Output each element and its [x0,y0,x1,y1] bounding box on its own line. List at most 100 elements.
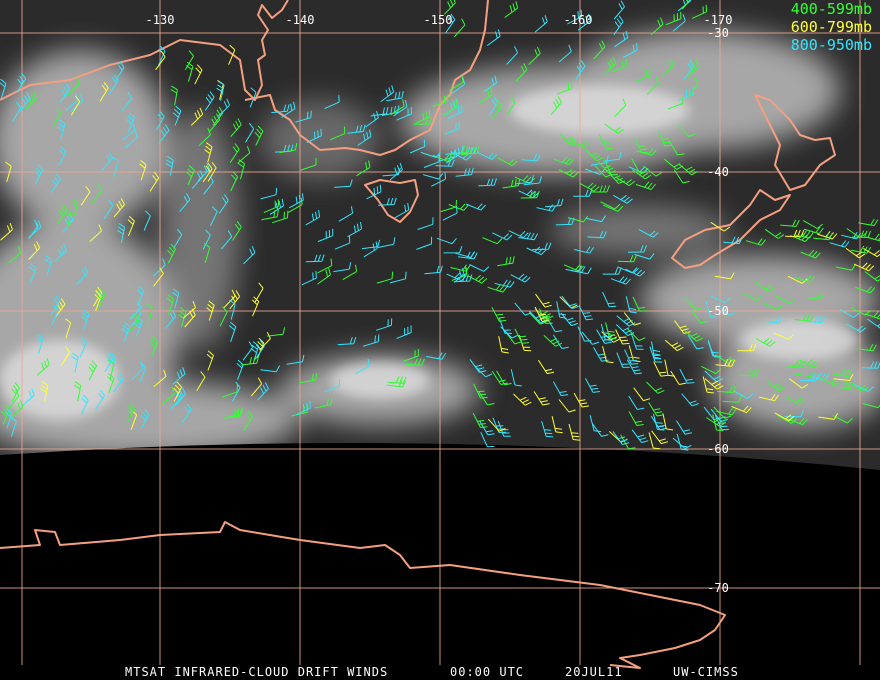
footer-time: 00:00 UTC [450,665,524,679]
wind-barb [228,44,236,65]
wind-barb [737,344,757,352]
wind-barb [646,381,665,394]
wind-barb [652,413,665,431]
wind-barb [229,290,241,310]
wind-barb [598,161,616,174]
wind-barb [855,286,876,294]
wind-barb [206,300,215,321]
wind-barb [167,243,177,264]
wind-barb [181,403,192,424]
wind-barb [766,380,786,392]
wind-barb [818,413,839,420]
wind-barb [651,341,662,360]
wind-barb [24,91,37,111]
wind-barb [415,109,431,124]
wind-barb [445,13,456,34]
legend-entry: 400-599mb [791,0,872,18]
wind-barb [497,157,518,167]
wind-barb [36,358,50,376]
wind-barb [660,59,674,77]
latitude-label: -50 [707,304,729,318]
wind-barb [99,81,109,102]
wind-barb [853,384,874,392]
wind-barb [497,256,515,267]
wind-barb [76,266,89,285]
wind-barb [605,322,617,340]
wind-barb [587,231,607,239]
wind-barb [622,43,638,58]
wind-barb [305,254,325,263]
wind-barb [126,402,136,423]
wind-barb [44,255,53,276]
wind-barb [446,272,467,282]
wind-barb [28,241,41,260]
wind-barb [858,218,879,227]
antarctica-coast [0,521,726,669]
wind-barb [28,220,42,238]
wind-barb [624,349,639,365]
wind-barb [324,379,341,393]
wind-barb [299,372,318,384]
wind-barb [615,324,635,336]
wind-barb [131,361,144,381]
wind-barb [104,352,114,373]
longitude-labels: -130 -140 -150 -160 -170 [146,13,733,27]
wind-barb [857,343,877,352]
wind-barb [355,359,370,375]
wind-barb [389,162,403,181]
wind-barb [207,161,217,182]
wind-barb [710,408,728,423]
footer-date: 20JUL11 [565,665,623,679]
wind-barb [803,226,824,235]
wind-barb [34,164,44,185]
wind-barb [70,95,81,116]
wind-barb [866,233,880,242]
wind-barb [677,124,696,137]
wind-barb [687,335,704,350]
wind-barb [556,301,567,319]
wind-barb [96,288,106,309]
wind-barb [453,18,466,38]
wind-barb [514,302,532,316]
wind-barb [122,122,136,141]
wind-barb [190,107,204,126]
wind-barb [453,266,468,283]
wind-barb [590,185,610,193]
wind-barb [443,98,458,116]
wind-barb [155,50,166,71]
wind-barb [417,217,434,230]
wind-barb [515,63,528,82]
wind-barb [664,158,684,170]
wind-barb [440,199,457,213]
wind-barb [52,106,62,127]
wind-barb [216,80,225,101]
wind-barb [676,420,692,435]
wind-barb [80,309,90,330]
wind-barb [361,239,381,250]
wind-barb [755,281,775,292]
wind-barb [4,408,13,429]
wind-barb [630,333,644,350]
wind-barb [667,96,684,110]
wind-barb [36,333,44,354]
wind-barb [565,265,586,273]
wind-barb [113,372,124,393]
wind-barb [865,311,880,320]
wind-barb [681,0,691,10]
wind-barb [203,242,211,264]
wind-barb [632,296,647,312]
wind-barb [472,412,488,428]
wind-barb [0,222,13,241]
wind-barb [432,154,453,162]
wind-barb [170,85,178,106]
wind-barb [231,381,241,402]
wind-barb [558,44,572,63]
wind-barb [581,331,600,345]
wind-barb [662,413,674,431]
wind-barb [774,412,795,422]
wind-barb [28,263,37,284]
wind-barb [611,59,627,73]
wind-barb [149,172,160,192]
wind-barb [555,217,575,226]
wind-barb [684,329,703,342]
